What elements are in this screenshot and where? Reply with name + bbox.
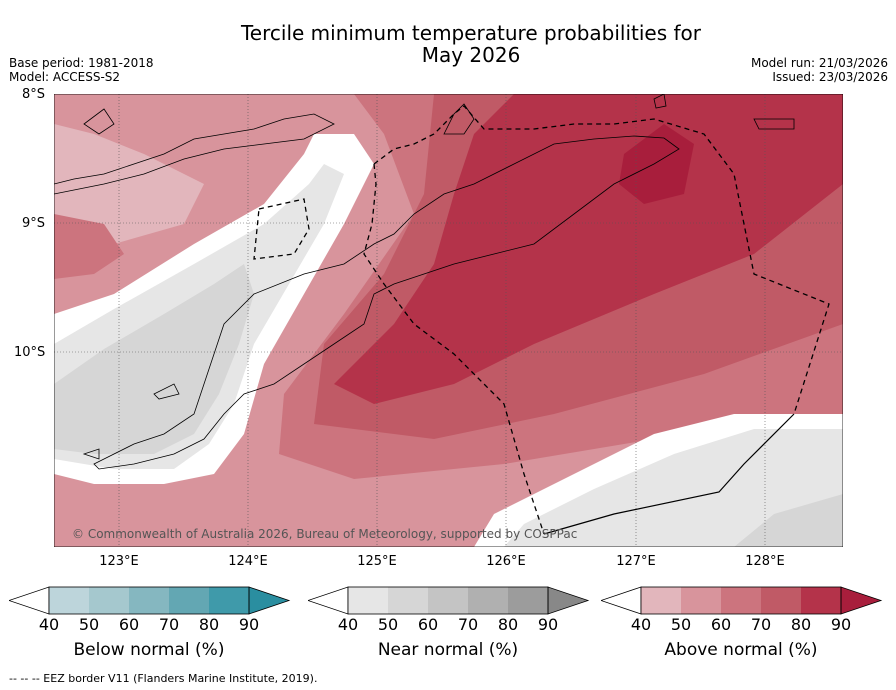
below-colorbar-low-extend	[9, 586, 50, 615]
field-above-90	[619, 124, 694, 204]
near-colorbar-frame	[347, 586, 549, 615]
coastlines	[54, 94, 795, 470]
chart-title-line2: May 2026	[421, 43, 521, 67]
above-colorbar-segment	[641, 587, 681, 614]
lon-label-125e: 125°E	[357, 554, 397, 569]
above-colorbar-tick: 70	[750, 615, 772, 634]
field-near-40-bottom	[504, 429, 843, 547]
near-colorbar-tick: 40	[337, 615, 359, 634]
above-colorbar	[601, 586, 883, 615]
below-colorbar-segment	[129, 587, 169, 614]
near-colorbar-segment	[508, 587, 548, 614]
lat-label-10s: 10°S	[14, 345, 46, 360]
near-colorbar-tick: 60	[417, 615, 439, 634]
copyright-notice: © Commonwealth of Australia 2026, Bureau…	[72, 527, 578, 541]
above-colorbar-low-extend	[601, 586, 642, 615]
maritime-boundary	[543, 413, 795, 535]
below-colorbar	[9, 586, 291, 615]
above-colorbar-title: Above normal (%)	[664, 640, 818, 660]
below-colorbar-segment	[49, 587, 89, 614]
above-colorbar-tick: 90	[830, 615, 852, 634]
near-colorbar-segment	[348, 587, 388, 614]
above-colorbar-segment	[801, 587, 841, 614]
field-above-60-left	[54, 214, 124, 279]
above-colorbar-segment	[761, 587, 801, 614]
near-colorbar-tick: 80	[497, 615, 519, 634]
lon-label-124e: 124°E	[228, 554, 268, 569]
near-colorbar-segment	[388, 587, 428, 614]
below-colorbar-tick: 90	[238, 615, 260, 634]
near-colorbar-segment	[468, 587, 508, 614]
model-name: Model: ACCESS-S2	[9, 70, 121, 84]
below-colorbar-tick: 60	[118, 615, 140, 634]
lon-label-126e: 126°E	[486, 554, 526, 569]
base-period: Base period: 1981-2018	[9, 56, 154, 70]
below-colorbar-tick: 70	[158, 615, 180, 634]
below-colorbar-segment	[169, 587, 209, 614]
above-colorbar-tick: 80	[790, 615, 812, 634]
below-colorbar-segment	[89, 587, 129, 614]
below-colorbar-high-extend	[248, 586, 291, 615]
near-colorbar-tick: 70	[457, 615, 479, 634]
near-colorbar-low-extend	[308, 586, 349, 615]
issued-date: Issued: 23/03/2026	[772, 70, 888, 84]
near-colorbar-segment	[428, 587, 468, 614]
lon-label-123e: 123°E	[99, 554, 139, 569]
gridlines	[54, 94, 843, 547]
field-near-50	[54, 264, 254, 454]
above-colorbar-segment	[681, 587, 721, 614]
below-colorbar-tick: 80	[198, 615, 220, 634]
above-colorbar-tick: 50	[670, 615, 692, 634]
lat-label-8s: 8°S	[22, 87, 46, 102]
below-colorbar-tick: 40	[38, 615, 60, 634]
lat-label-9s: 9°S	[22, 216, 46, 231]
model-run-date: Model run: 21/03/2026	[750, 56, 888, 70]
field-above-80	[334, 94, 843, 404]
near-colorbar-tick: 50	[377, 615, 399, 634]
below-colorbar-frame	[48, 586, 250, 615]
near-colorbar-tick: 90	[537, 615, 559, 634]
near-colorbar-high-extend	[547, 586, 590, 615]
below-colorbar-segment	[209, 587, 249, 614]
probability-map	[54, 94, 843, 547]
above-colorbar-high-extend	[840, 586, 883, 615]
lon-label-127e: 127°E	[616, 554, 656, 569]
above-colorbar-tick: 60	[710, 615, 732, 634]
chart-title-line1: Tercile minimum temperature probabilitie…	[240, 21, 702, 45]
below-colorbar-tick: 50	[78, 615, 100, 634]
lon-label-128e: 128°E	[745, 554, 785, 569]
above-colorbar-frame	[640, 586, 842, 615]
near-colorbar-title: Near normal (%)	[377, 640, 519, 660]
above-colorbar-tick: 40	[630, 615, 652, 634]
above-colorbar-segment	[721, 587, 761, 614]
near-colorbar	[308, 586, 590, 615]
field-above-40-left	[54, 124, 204, 244]
eez-border	[253, 105, 830, 535]
eez-footnote: -- -- -- EEZ border V11 (Flanders Marine…	[9, 672, 318, 685]
below-colorbar-title: Below normal (%)	[73, 640, 225, 660]
field-near-50-bottom	[734, 494, 843, 547]
